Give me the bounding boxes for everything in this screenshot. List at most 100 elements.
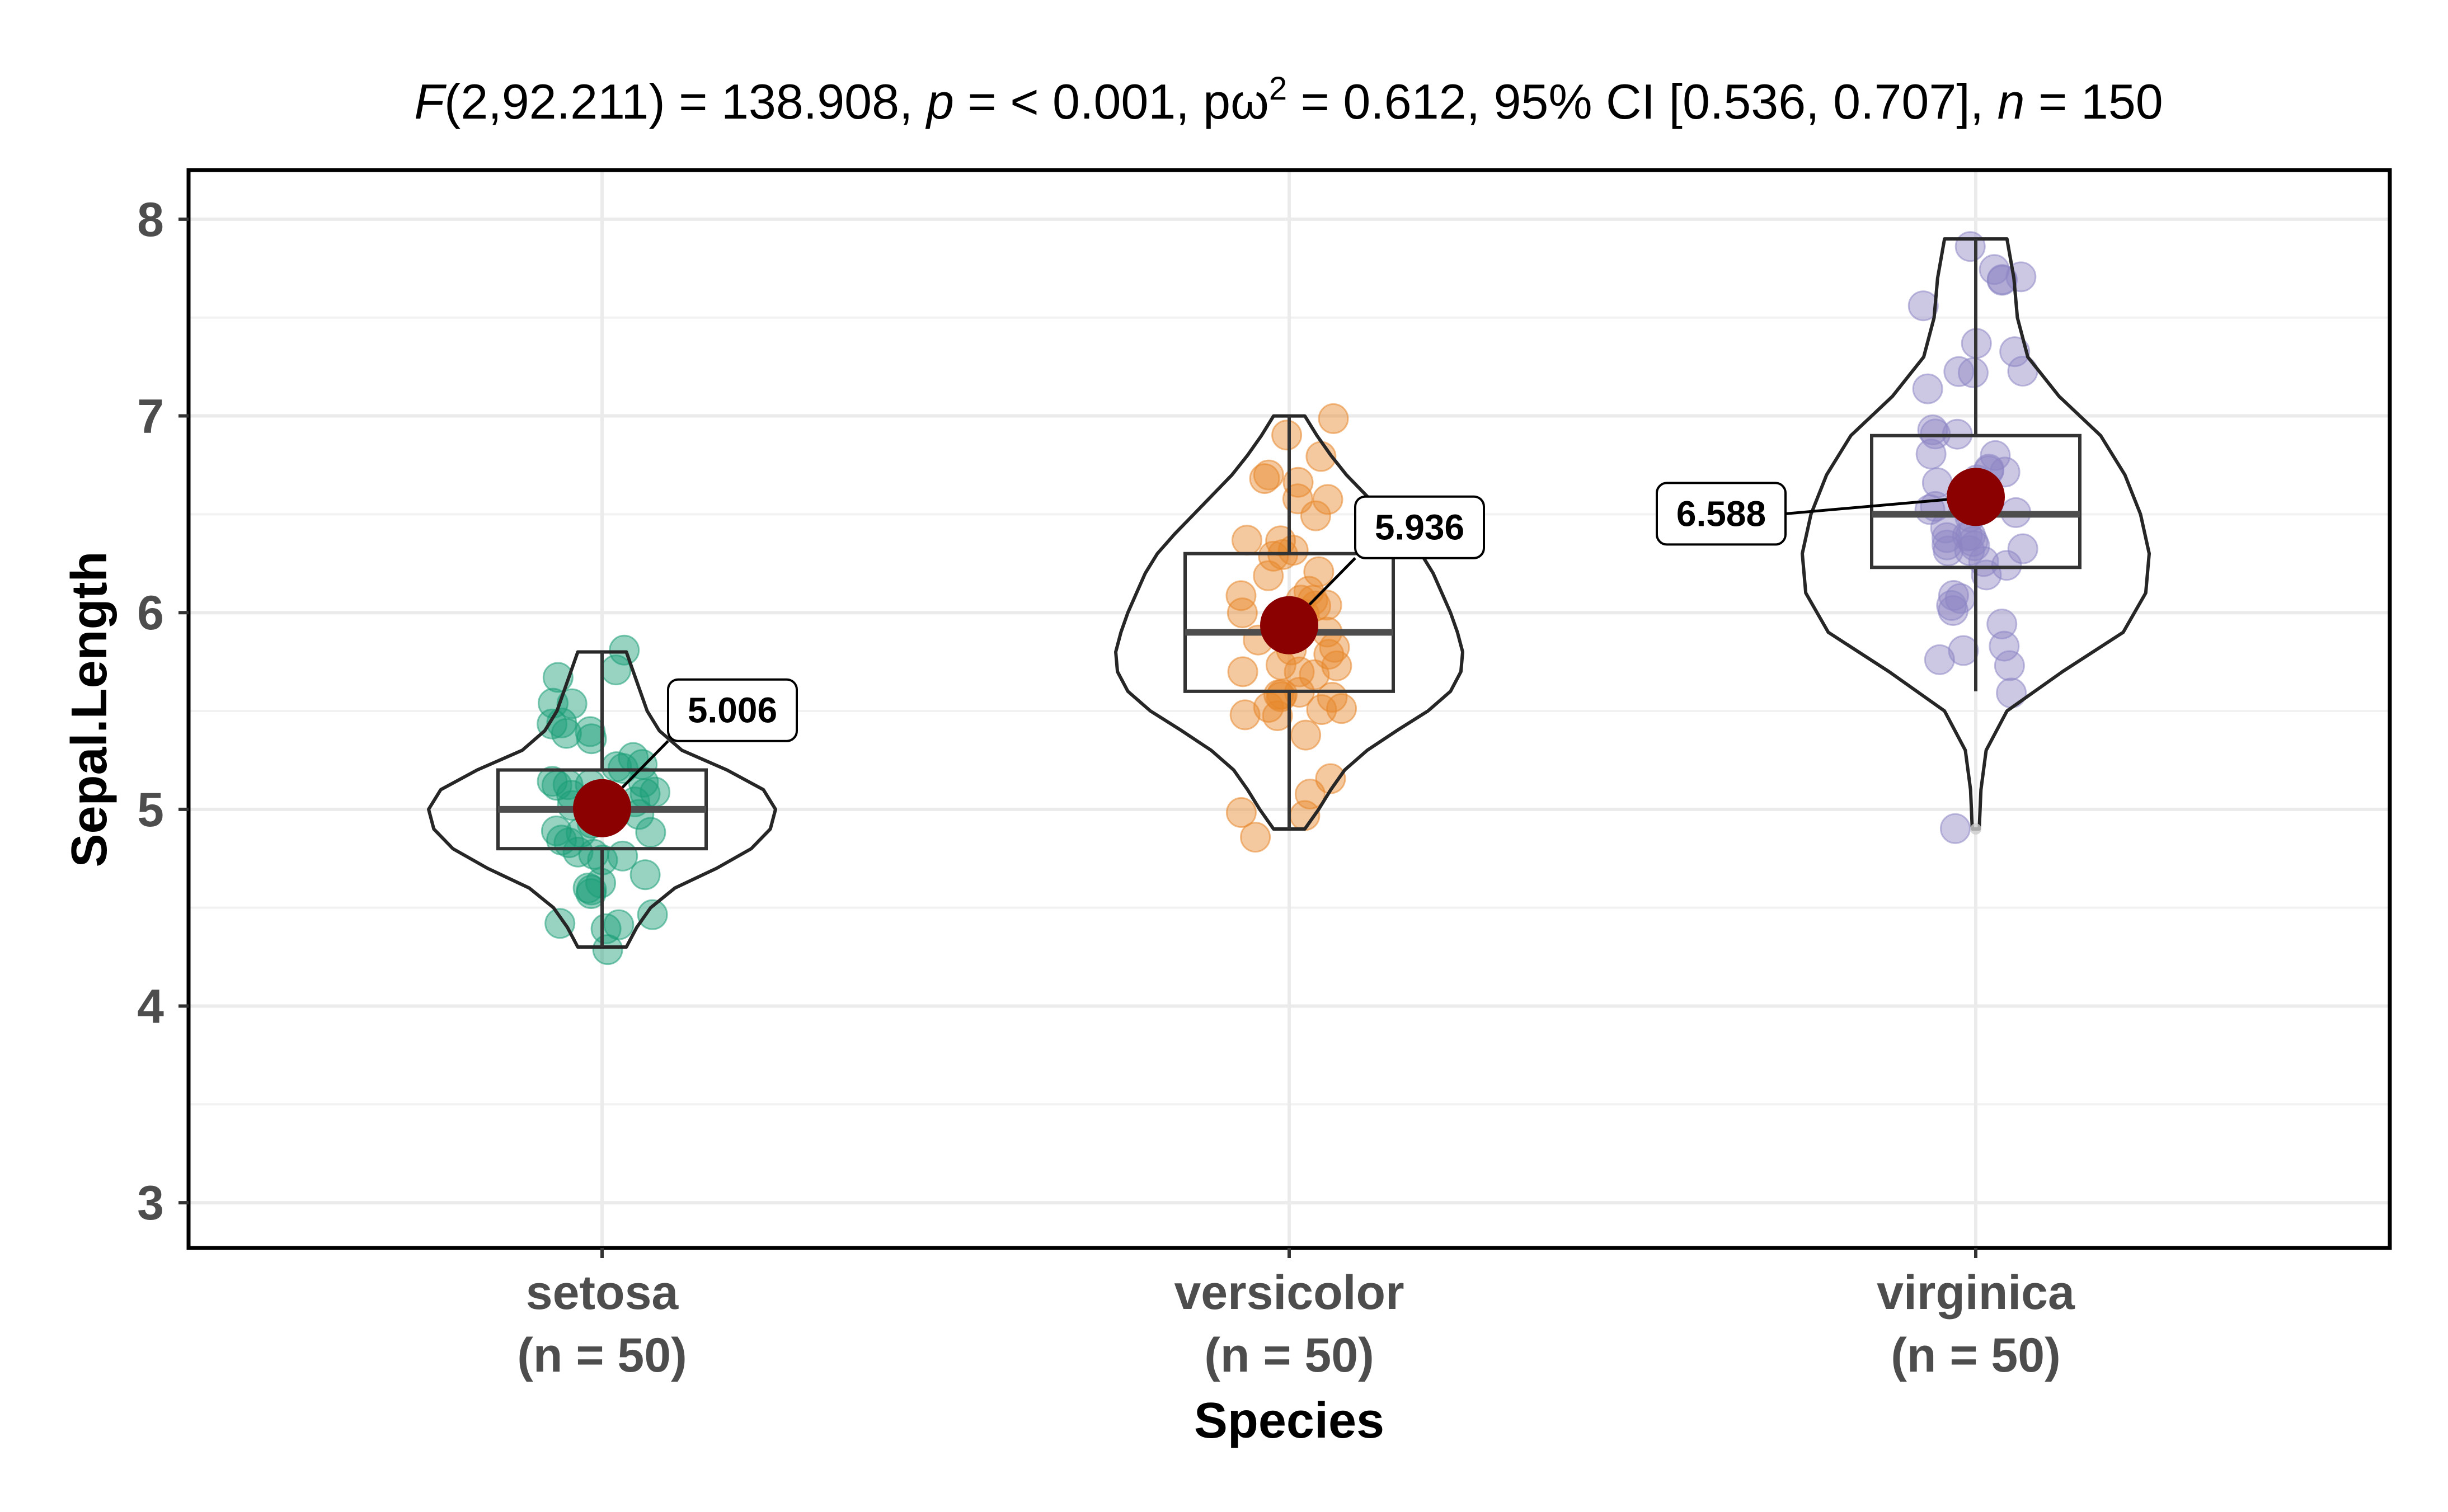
data-point — [1936, 590, 1967, 621]
mean-marker — [573, 779, 631, 837]
data-point — [1258, 540, 1289, 572]
data-point — [2007, 533, 2038, 564]
data-point — [575, 716, 606, 747]
data-point — [541, 815, 572, 846]
box-iqr — [1870, 434, 2081, 569]
title-omega-superscript: 2 — [1269, 70, 1287, 107]
title-p-symbol: p — [925, 74, 954, 129]
data-point — [1986, 609, 2018, 640]
data-point — [618, 742, 649, 773]
data-point — [590, 913, 622, 944]
x-tick-n-label: (n = 50) — [517, 1329, 687, 1382]
data-point — [1912, 373, 1943, 404]
data-point — [1954, 535, 1985, 566]
y-axis-ticks: 3 4 5 6 7 8 — [137, 193, 189, 1230]
title-n-symbol: n — [1998, 74, 2025, 129]
data-point — [600, 654, 632, 686]
data-point — [1954, 231, 1986, 262]
data-point — [1249, 463, 1280, 494]
data-point — [1271, 420, 1303, 451]
data-point — [635, 817, 666, 848]
data-point — [1979, 254, 2010, 285]
data-point — [1225, 797, 1257, 828]
data-point — [1994, 650, 2025, 681]
data-point — [603, 909, 635, 940]
data-point — [1253, 459, 1284, 491]
data-point — [562, 836, 594, 868]
data-point — [637, 899, 668, 930]
title-n-value: = 150 — [2025, 74, 2163, 129]
data-point — [537, 766, 568, 797]
data-point — [1229, 699, 1261, 731]
mean-label-text: 5.936 — [1375, 507, 1464, 548]
y-tick-label: 6 — [137, 586, 164, 640]
group-versicolor: 5.936 — [1114, 403, 1485, 853]
y-tick-label: 5 — [137, 783, 164, 837]
chart-groups: 5.006 5.936 6.588 — [427, 231, 2151, 965]
mean-label-box — [667, 678, 798, 742]
data-point — [1991, 550, 2022, 581]
mean-marker — [1260, 596, 1318, 654]
y-tick-label: 3 — [137, 1176, 164, 1230]
data-point — [1225, 580, 1257, 611]
data-point — [1227, 656, 1258, 687]
x-tick-label-virginica: virginica — [1877, 1266, 2075, 1320]
title-f-args: (2,92.211) = 138.908, — [444, 74, 927, 129]
y-axis-title: Sepal.Length — [62, 551, 118, 867]
data-point — [1240, 822, 1271, 853]
data-point — [1290, 719, 1322, 751]
data-point — [1924, 644, 1955, 675]
data-point — [1996, 677, 2027, 709]
mean-label-text: 6.588 — [1676, 493, 1766, 534]
data-point — [629, 859, 661, 891]
x-tick-label-versicolor: versicolor — [1174, 1266, 1404, 1320]
data-point — [1294, 779, 1326, 810]
violin-outline — [427, 650, 777, 949]
data-point — [1999, 336, 2031, 368]
data-point — [1986, 264, 2018, 295]
x-axis-title: Species — [1194, 1393, 1384, 1449]
data-point — [1232, 525, 1263, 556]
data-point — [1948, 635, 1979, 666]
x-tick-label-setosa: setosa — [526, 1266, 679, 1320]
mean-label-text: 5.006 — [688, 690, 777, 731]
y-tick-label: 4 — [137, 979, 164, 1033]
data-point — [1943, 356, 1975, 387]
data-point — [1326, 693, 1357, 724]
group-setosa: 5.006 — [427, 634, 798, 965]
x-tick-n-label: (n = 50) — [1891, 1329, 2060, 1382]
data-point — [544, 908, 576, 939]
data-point — [1939, 813, 1971, 844]
group-virginica: 6.588 — [1656, 231, 2151, 844]
y-tick-label: 7 — [137, 390, 164, 444]
mean-label-box — [1656, 482, 1787, 546]
chart-title: F(2,92.211) = 138.908, p = < 0.001, pω2 … — [414, 70, 2163, 129]
data-point — [1989, 630, 2020, 662]
box-iqr — [1183, 552, 1395, 693]
data-point — [1915, 439, 1947, 470]
data-point — [1227, 597, 1258, 629]
data-point — [1282, 467, 1314, 498]
data-point — [1318, 403, 1349, 434]
mean-label-box — [1354, 495, 1485, 559]
title-effect-size: = 0.612, 95% CI [0.536, 0.707], — [1287, 74, 1998, 129]
data-point — [1284, 656, 1315, 687]
data-point — [1312, 484, 1343, 515]
box-outlier — [1970, 823, 1981, 835]
violin-outline — [1114, 414, 1464, 831]
data-point — [609, 634, 640, 666]
x-tick-n-label: (n = 50) — [1204, 1329, 1374, 1382]
data-point — [1253, 560, 1284, 591]
mean-marker — [1947, 468, 2005, 526]
mean-label-leader — [1785, 495, 1976, 515]
data-point — [1303, 556, 1335, 587]
data-point — [551, 718, 582, 749]
title-f-symbol: F — [414, 74, 447, 129]
data-point — [1907, 290, 1939, 322]
title-p-value: = < 0.001, pω — [954, 74, 1269, 129]
violin-outline — [1801, 237, 2151, 831]
data-point — [1263, 679, 1294, 710]
y-tick-label: 8 — [137, 193, 164, 247]
x-axis-ticks: setosa (n = 50) versicolor (n = 50) virginic… — [517, 1248, 2075, 1382]
